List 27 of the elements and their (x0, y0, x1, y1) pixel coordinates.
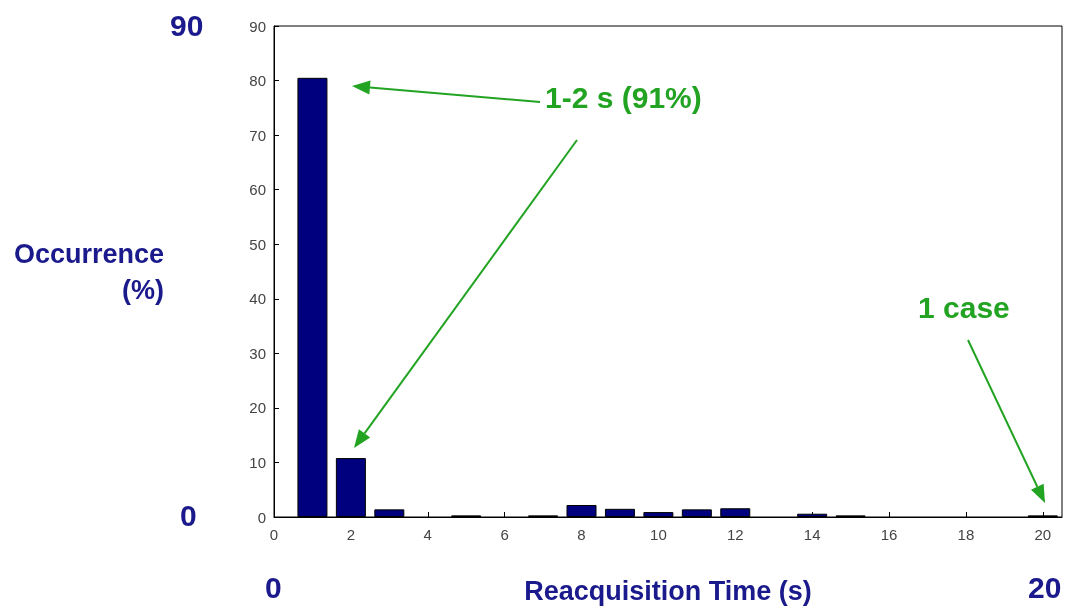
annotation: 1-2 s (91%) (545, 80, 702, 114)
y-tick-label: 90 (249, 17, 266, 35)
x-tick-label: 18 (957, 526, 975, 543)
x-tick-label: 16 (880, 526, 898, 543)
x-tick-label: 20 (1034, 526, 1052, 543)
annotation: 1 case (918, 290, 1010, 324)
x-tick-label: 10 (650, 526, 667, 543)
x-tick-label: 4 (423, 526, 432, 543)
y-tick-label: 60 (249, 181, 266, 199)
x-tick-label: 8 (577, 526, 586, 543)
y-tick-label: 0 (257, 508, 266, 526)
y-axis-title: Occurrence (%) (13, 238, 164, 305)
x-tick-label: 14 (803, 526, 821, 543)
x-tick-label: 2 (346, 526, 356, 543)
y-tick-label: 10 (249, 453, 266, 471)
y-tick-label: 70 (249, 126, 266, 144)
text: 90 (170, 8, 204, 42)
y-tick-label: 30 (249, 344, 266, 362)
text: 20 (1028, 570, 1062, 604)
y-tick-label: 80 (249, 72, 266, 90)
y-tick-label: 20 (249, 399, 266, 417)
y-tick-label: 50 (249, 235, 266, 253)
x-tick-label: 12 (726, 526, 744, 543)
y-tick-label: 40 (249, 290, 266, 308)
x-axis-title: Reacquisition Time (s) (524, 575, 812, 606)
x-tick-label: 0 (269, 526, 279, 543)
x-tick-label: 6 (500, 526, 509, 543)
